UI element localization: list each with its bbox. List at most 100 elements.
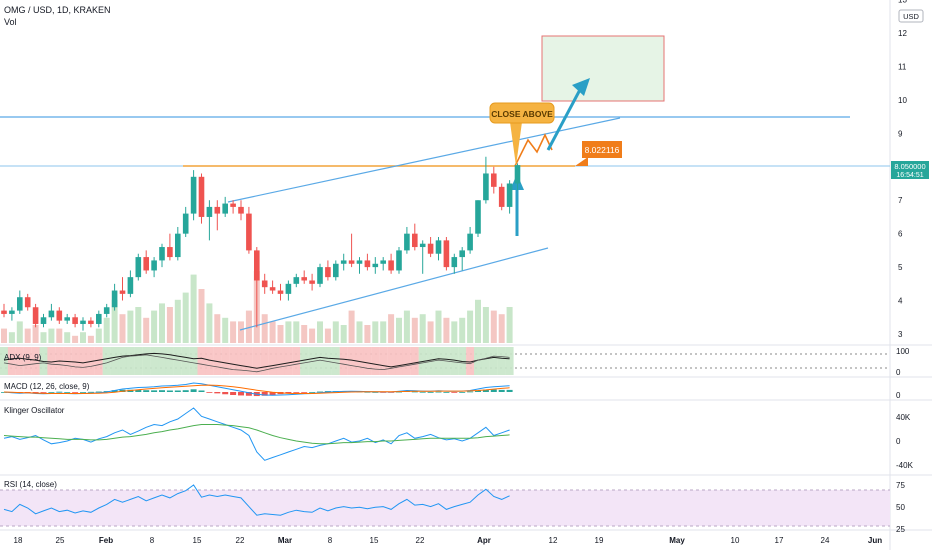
- price-axis-label: 5: [898, 263, 903, 272]
- klinger-axis-40k: 40K: [896, 413, 911, 422]
- candle: [404, 226, 410, 254]
- candle: [230, 200, 236, 214]
- volume-bar: [388, 314, 395, 343]
- time-axis-label: 10: [731, 536, 740, 545]
- macd-histogram-bar: [498, 389, 505, 392]
- volume-bar: [80, 332, 86, 343]
- volume-bar: [372, 321, 379, 343]
- symbol-title[interactable]: OMG / USD, 1D, KRAKEN: [4, 5, 111, 15]
- time-axis[interactable]: 18 25 Feb 8 15 22 Mar 8 15 22 Apr 12 19 May 10 17 24 Jun: [14, 536, 883, 545]
- dmi-background-cell: [387, 347, 396, 375]
- volume-bar: [230, 321, 237, 343]
- macd-histogram-bar: [87, 391, 94, 393]
- macd-histogram-bar: [56, 391, 63, 393]
- macd-indicator: [1, 382, 513, 397]
- candle: [182, 206, 189, 238]
- macd-histogram-bar: [230, 392, 237, 395]
- dmi-background-cell: [7, 347, 16, 375]
- channel-upper-line[interactable]: [227, 117, 621, 203]
- candle: [96, 310, 102, 328]
- dmi-background-cell: [363, 347, 372, 375]
- volume-bar: [206, 303, 213, 343]
- macd-histogram-bar: [80, 392, 86, 393]
- macd-histogram-bar: [72, 392, 79, 393]
- candle: [190, 170, 197, 221]
- candle: [491, 166, 497, 194]
- macd-histogram-bar: [40, 392, 47, 393]
- dmi-background-cell: [189, 347, 198, 375]
- projection-arrow-line[interactable]: [546, 83, 585, 151]
- projection-zigzag[interactable]: [514, 133, 553, 167]
- candle: [9, 307, 15, 321]
- volume-bar: [1, 328, 7, 343]
- dmi-background-cell: [434, 347, 443, 375]
- candle: [159, 243, 165, 268]
- rsi-title[interactable]: RSI (14, close): [4, 480, 57, 489]
- macd-title[interactable]: MACD (12, 26, close, 9): [4, 382, 90, 391]
- currency-badge: USD: [903, 12, 919, 21]
- channel-lower-line[interactable]: [239, 247, 549, 331]
- volume-bar: [475, 299, 481, 343]
- dmi-background-cell: [110, 347, 119, 375]
- volume-bar: [159, 303, 165, 343]
- dmi-background-cell: [118, 347, 127, 375]
- volume-bar: [285, 321, 292, 343]
- macd-axis-0: 0: [896, 391, 901, 400]
- dmi-background-cell: [489, 347, 498, 375]
- rsi-axis-25: 25: [896, 525, 905, 534]
- volume-bar: [364, 325, 371, 343]
- candle: [88, 317, 94, 328]
- dmi-background-cell: [371, 347, 380, 375]
- level-callout[interactable]: 8.022116: [575, 141, 622, 166]
- volume-bar: [340, 325, 347, 343]
- rsi-line: [3, 484, 510, 516]
- macd-histogram-bar: [364, 391, 371, 393]
- time-axis-label: Feb: [99, 536, 113, 545]
- klinger-axis: 40K 0 -40K: [896, 413, 914, 470]
- macd-histogram-bar: [317, 391, 323, 393]
- dmi-background-cell: [466, 347, 475, 375]
- dmi-background-cell: [268, 347, 277, 375]
- macd-histogram-bar: [285, 392, 292, 394]
- klinger-title[interactable]: Klinger Oscillator: [4, 406, 65, 415]
- chart-drawings[interactable]: [0, 35, 890, 331]
- candlesticks: [1, 156, 521, 331]
- volume-bar: [238, 321, 244, 343]
- time-axis-label: 15: [370, 536, 379, 545]
- macd-histogram-bar: [490, 389, 497, 392]
- volume-bar: [396, 317, 402, 343]
- volume-label[interactable]: Vol: [4, 17, 17, 27]
- currency-badge-box[interactable]: [898, 9, 924, 23]
- target-zone[interactable]: [541, 35, 665, 102]
- current-price-marker: 8.050000 16:54:51: [891, 161, 929, 179]
- candle: [269, 280, 276, 294]
- macd-histogram-bar: [166, 390, 173, 392]
- candle: [364, 253, 371, 271]
- macd-histogram-bar: [435, 391, 442, 393]
- dmi-title[interactable]: ADX (9, 9): [4, 353, 42, 362]
- macd-histogram-bar: [206, 392, 213, 393]
- candle: [443, 237, 450, 271]
- candle: [167, 233, 173, 261]
- volume-bar: [95, 328, 102, 343]
- klinger-line: [3, 407, 510, 461]
- dmi-indicator: [0, 347, 514, 375]
- dmi-background-cell: [331, 347, 340, 375]
- dmi-background-cell: [284, 347, 293, 375]
- dmi-background-cell: [379, 347, 388, 375]
- candle: [356, 257, 363, 274]
- macd-histogram-bar: [245, 392, 252, 396]
- price-axis-label: 4: [898, 297, 903, 306]
- projection-arrowhead[interactable]: [572, 78, 590, 96]
- dmi-axis-100: 100: [896, 347, 910, 356]
- macd-histogram-bar: [198, 390, 205, 392]
- candle: [48, 303, 55, 321]
- price-marker-value: 8.050000: [894, 162, 925, 171]
- dmi-background-cell: [126, 347, 135, 375]
- volume-bar: [245, 310, 252, 343]
- macd-histogram-bar: [269, 392, 276, 395]
- close-above-callout[interactable]: CLOSE ABOVE: [489, 102, 555, 166]
- volume-bar: [214, 314, 221, 343]
- volume-bar: [443, 317, 450, 343]
